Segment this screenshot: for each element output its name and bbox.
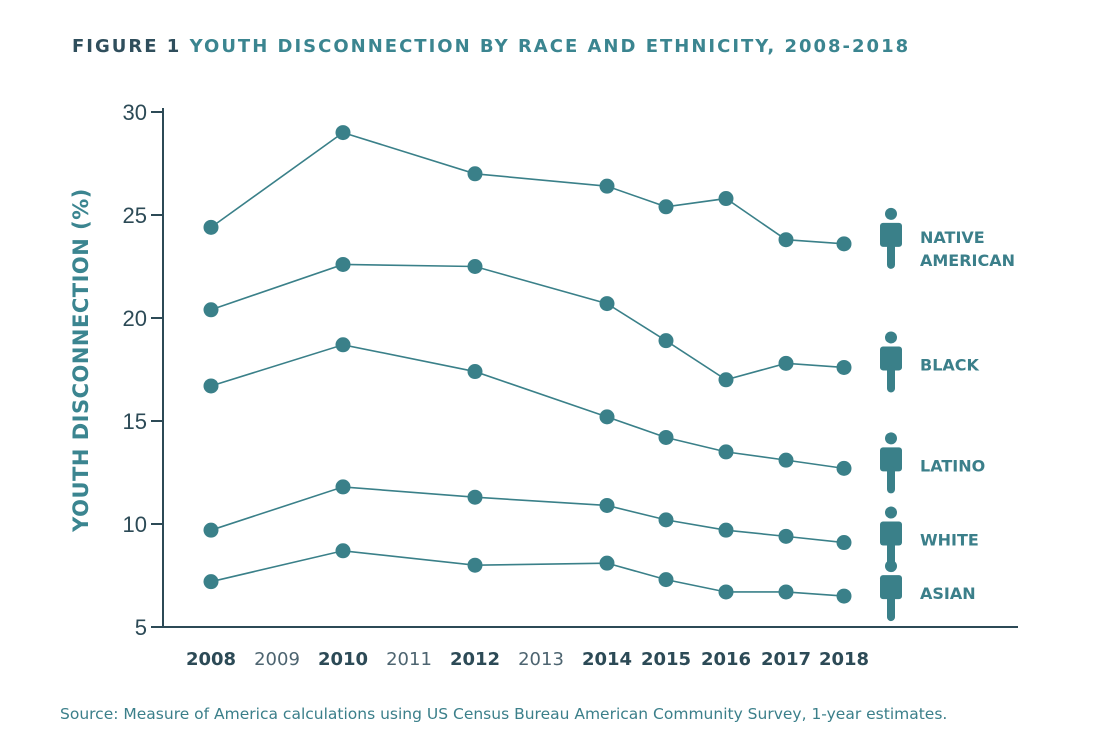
data-point <box>203 522 219 538</box>
series-labels: NATIVE AMERICAN BLACK LATINO WHITE ASIAN <box>880 207 1015 622</box>
y-axis-label: YOUTH DISCONNECTION (%) <box>69 188 93 533</box>
data-point <box>335 337 351 353</box>
data-point <box>599 555 615 571</box>
chart-title: FIGURE 1 YOUTH DISCONNECTION BY RACE AND… <box>72 36 910 57</box>
data-point <box>836 236 852 252</box>
data-point <box>836 460 852 476</box>
data-point <box>467 557 483 573</box>
y-axis-ticks: 5 10 15 20 25 30 <box>123 100 163 640</box>
data-point <box>203 302 219 318</box>
series-label: ASIAN <box>920 584 976 603</box>
x-tick-label: 2008 <box>186 649 236 670</box>
data-point <box>335 256 351 272</box>
x-tick-label: 2012 <box>450 649 500 670</box>
y-tick-label: 20 <box>123 306 147 331</box>
series-line <box>210 263 845 381</box>
data-point <box>335 125 351 141</box>
data-point <box>836 359 852 375</box>
x-tick-label: 2011 <box>386 649 432 670</box>
data-point <box>658 429 674 445</box>
series-asian <box>203 543 852 604</box>
data-point <box>778 584 794 600</box>
data-point <box>658 333 674 349</box>
x-tick-label: 2010 <box>318 649 368 670</box>
line-chart: 5 10 15 20 25 30 2008 2009 2010 2011 2012 2013 2014… <box>69 100 1018 670</box>
series-line <box>210 549 845 597</box>
x-axis-ticks: 2008 2009 2010 2011 2012 2013 2014 2015 2016 2017… <box>186 649 869 670</box>
series-label: AMERICAN <box>920 251 1015 270</box>
chart-axes <box>162 108 1018 628</box>
series-native-american <box>203 125 852 252</box>
data-point <box>778 452 794 468</box>
person-icon <box>880 560 902 622</box>
person-icon <box>880 207 902 269</box>
data-point <box>718 444 734 460</box>
x-tick-label: 2018 <box>819 649 869 670</box>
data-point <box>467 489 483 505</box>
x-tick-label: 2009 <box>254 649 300 670</box>
data-point <box>718 584 734 600</box>
data-point <box>467 166 483 182</box>
data-point <box>203 219 219 235</box>
x-tick-label: 2015 <box>641 649 691 670</box>
data-point <box>203 378 219 394</box>
y-tick-label: 30 <box>123 100 147 125</box>
data-point <box>718 191 734 207</box>
x-tick-label: 2016 <box>701 649 751 670</box>
data-point <box>467 364 483 380</box>
x-tick-label: 2017 <box>761 649 811 670</box>
series-line <box>210 343 845 470</box>
series-label: LATINO <box>920 456 985 475</box>
data-point <box>467 259 483 274</box>
data-point <box>658 512 674 528</box>
figure-title: YOUTH DISCONNECTION BY RACE AND ETHNICIT… <box>189 36 911 57</box>
data-point <box>658 572 674 588</box>
y-tick-label: 15 <box>123 409 147 434</box>
series-line <box>210 486 845 544</box>
data-point <box>203 574 219 590</box>
figure-label: FIGURE 1 <box>72 36 182 57</box>
series-layer <box>203 125 852 604</box>
data-point <box>718 522 734 538</box>
data-point <box>599 178 615 194</box>
series-label: NATIVE <box>920 228 985 247</box>
person-icon <box>880 432 902 494</box>
data-point <box>778 528 794 544</box>
x-tick-label: 2014 <box>582 649 632 670</box>
data-point <box>599 296 615 312</box>
data-point <box>836 588 852 604</box>
data-point <box>778 232 794 248</box>
source-note: Source: Measure of America calculations … <box>60 705 948 723</box>
y-tick-label: 25 <box>123 203 147 228</box>
y-tick-label: 10 <box>123 512 147 537</box>
series-black <box>203 256 852 388</box>
series-white <box>203 479 852 551</box>
series-label: BLACK <box>920 355 980 374</box>
data-point <box>778 355 794 371</box>
data-point <box>599 409 615 425</box>
person-icon <box>880 331 902 393</box>
data-point <box>335 479 351 495</box>
series-line <box>210 131 845 245</box>
data-point <box>836 535 852 551</box>
data-point <box>335 543 351 559</box>
data-point <box>658 199 674 215</box>
x-tick-label: 2013 <box>518 649 564 670</box>
data-point <box>599 497 615 513</box>
y-tick-label: 5 <box>135 615 147 640</box>
series-label: WHITE <box>920 531 979 550</box>
series-latino <box>203 337 852 476</box>
person-icon <box>880 506 902 568</box>
data-point <box>718 372 734 388</box>
